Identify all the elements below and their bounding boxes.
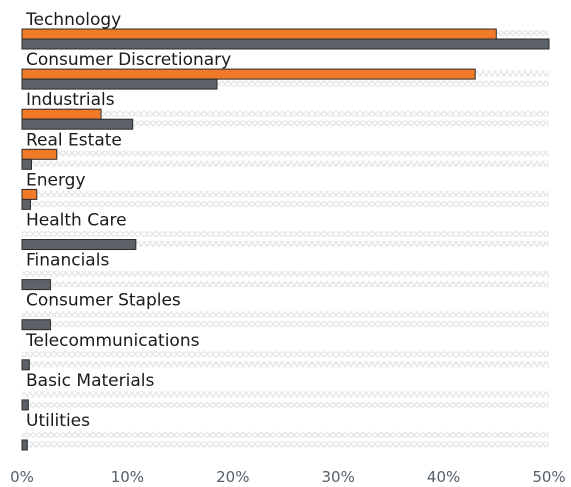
category-label-technology: Technology	[25, 10, 121, 30]
track-secondary-health-care	[22, 241, 549, 247]
category-label-telecommunications: Telecommunications	[25, 331, 200, 351]
x-tick-label-40: 40%	[427, 468, 460, 486]
x-axis-ticks: 0% 10% 20% 30% 40% 50%	[10, 468, 566, 486]
x-tick-label-0: 0%	[10, 468, 34, 486]
bar-series2-technology	[21, 38, 550, 50]
x-tick-label-50: 50%	[532, 468, 565, 486]
track-primary-financials	[22, 271, 549, 278]
category-label-basic-materials: Basic Materials	[26, 371, 154, 391]
bar-series1-industrials	[21, 108, 102, 120]
bar-series2-basic-materials	[21, 399, 29, 411]
track-primary-telecommunications	[22, 351, 549, 358]
bar-series2-telecommunications	[21, 359, 30, 371]
bar-series2-consumer-discretionary	[21, 78, 218, 90]
category-label-consumer-discretionary: Consumer Discretionary	[26, 50, 231, 70]
track-primary-industrials	[22, 110, 549, 117]
track-secondary-consumer-discretionary	[22, 80, 549, 87]
x-tick-label-20: 20%	[216, 468, 249, 486]
bar-series2-financials	[21, 279, 51, 291]
bar-series1-consumer-discretionary	[21, 68, 476, 80]
track-secondary-basic-materials	[22, 401, 549, 408]
x-tick-label-30: 30%	[322, 468, 355, 486]
track-secondary-financials	[22, 281, 549, 288]
category-label-energy: Energy	[26, 170, 86, 190]
track-secondary-telecommunications	[22, 361, 549, 368]
track-secondary-industrials	[22, 120, 549, 127]
bar-series1-real-estate	[21, 148, 58, 160]
track-secondary-consumer-staples	[22, 321, 549, 328]
category-label-utilities: Utilities	[26, 411, 90, 431]
bar-series2-energy	[21, 198, 31, 210]
category-label-consumer-staples: Consumer Staples	[26, 291, 181, 311]
category-label-real-estate: Real Estate	[26, 130, 122, 150]
bar-series2-real-estate	[21, 158, 32, 170]
track-secondary-utilities	[22, 441, 549, 448]
bar-series1-energy	[21, 188, 38, 200]
x-tick-label-10: 10%	[111, 468, 144, 486]
bar-series1-technology	[21, 28, 497, 40]
bar-series2-utilities	[21, 439, 28, 451]
track-primary-energy	[22, 190, 549, 197]
category-label-financials: Financials	[26, 251, 109, 271]
category-label-industrials: Industrials	[26, 90, 115, 110]
bar-series2-industrials	[21, 118, 134, 130]
track-primary-real-estate	[22, 150, 549, 157]
category-label-health-care: Health Care	[26, 211, 127, 231]
bar-series2-health-care	[21, 239, 137, 250]
track-primary-utilities	[22, 431, 549, 438]
track-secondary-real-estate	[22, 160, 549, 167]
track-secondary-energy	[22, 200, 549, 207]
chart-rows: Technology Consumer Discretionary Industri…	[21, 10, 550, 451]
track-primary-consumer-staples	[22, 311, 549, 318]
bar-series2-consumer-staples	[21, 319, 51, 331]
track-primary-health-care	[22, 231, 549, 237]
track-primary-basic-materials	[22, 391, 549, 398]
